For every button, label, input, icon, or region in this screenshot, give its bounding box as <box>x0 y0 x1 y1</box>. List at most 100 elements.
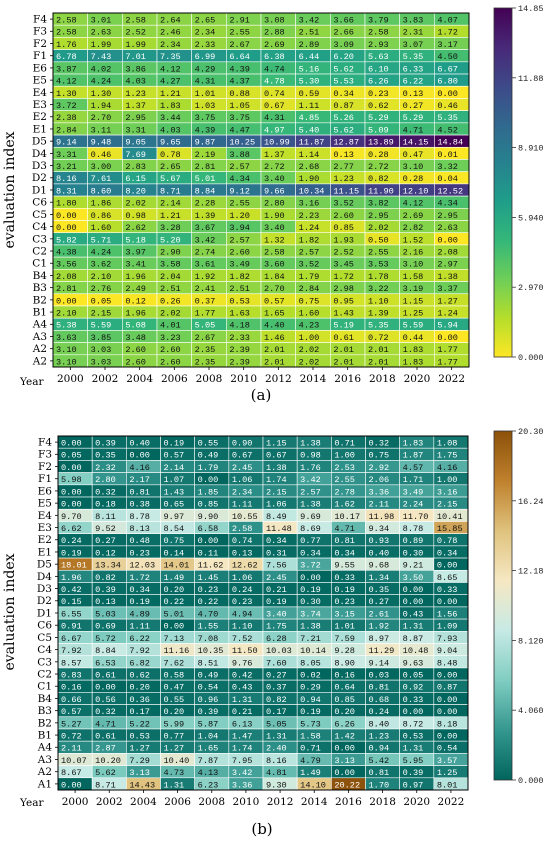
heatmap-cell-label: 2.14 <box>160 199 181 209</box>
heatmap-cell-label: 4.03 <box>125 77 146 87</box>
y-tick-label: C6 <box>37 620 52 632</box>
heatmap-cell-label: 5.35 <box>437 113 458 123</box>
heatmap-cell-label: 0.21 <box>266 585 287 595</box>
heatmap-cell-label: 2.15 <box>266 487 287 497</box>
heatmap-cell-label: 0.00 <box>95 683 116 693</box>
heatmap-cell-label: 0.19 <box>300 585 321 595</box>
heatmap-cell-label: 7.08 <box>198 634 219 644</box>
heatmap-cell-label: 0.00 <box>437 731 458 741</box>
y-tick-label: A1 <box>37 778 52 790</box>
y-tick-label: D4 <box>37 571 52 583</box>
y-tick-label: C4 <box>37 644 52 656</box>
heatmap-cell-label: 0.68 <box>369 695 390 705</box>
y-tick-label: D4 <box>32 148 47 160</box>
heatmap-cell-label: 3.63 <box>56 333 77 343</box>
heatmap-cell-label: 2.02 <box>299 345 320 355</box>
heatmap-cell-label: 0.82 <box>266 695 287 705</box>
heatmap-cell-label: 11.50 <box>232 646 258 656</box>
heatmap-cell-label: 10.41 <box>437 512 463 522</box>
heatmap-cell-label: 0.00 <box>334 744 355 754</box>
heatmap-cell-label: 11.90 <box>368 186 394 196</box>
heatmap-cell-label: 1.72 <box>333 272 354 282</box>
heatmap-cell-label: 4.01 <box>160 321 181 331</box>
heatmap-cell-label: 2.62 <box>125 223 146 233</box>
heatmap-cell-label: 9.69 <box>300 512 321 522</box>
heatmap-cell-label: 11.16 <box>164 646 190 656</box>
heatmap-cell-label: 0.81 <box>334 536 355 546</box>
heatmap-cell-label: 0.35 <box>95 451 116 461</box>
heatmap-cell-label: 4.74 <box>264 64 285 74</box>
heatmap-cell-label: 1.23 <box>333 174 354 184</box>
heatmap-cell-label: 0.33 <box>334 573 355 583</box>
heatmap-cell-label: 5.62 <box>333 125 354 135</box>
heatmap-cell-label: 2.58 <box>125 16 146 26</box>
heatmap-cell-label: 0.33 <box>403 695 424 705</box>
heatmap-cell-label: 1.70 <box>369 780 390 790</box>
heatmap-cell-label: 11.70 <box>403 512 429 522</box>
heatmap-cell-label: 3.08 <box>264 16 285 26</box>
heatmap-cell-label: 7.60 <box>266 658 287 668</box>
heatmap-cell-label: 11.87 <box>299 138 325 148</box>
heatmap-cell-label: 4.29 <box>195 64 216 74</box>
heatmap-cell-label: 0.67 <box>232 451 253 461</box>
heatmap-cell-label: 5.59 <box>403 321 424 331</box>
y-tick-label: E2 <box>38 534 52 546</box>
heatmap-cell-label: 1.15 <box>266 439 287 449</box>
heatmap-cell-label: 0.13 <box>232 548 253 558</box>
heatmap-cell-label: 10.48 <box>403 646 429 656</box>
heatmap-cell-label: 1.76 <box>56 40 77 50</box>
heatmap-cell-label: 2.01 <box>264 345 285 355</box>
heatmap-cell-label: 5.53 <box>333 77 354 87</box>
heatmap-cell-label: 3.01 <box>91 16 112 26</box>
heatmap-cell-label: 11.29 <box>369 646 395 656</box>
heatmap-cell-label: 0.43 <box>403 609 424 619</box>
heatmap-cell-label: 6.44 <box>299 52 320 62</box>
heatmap-cell-label: 1.62 <box>334 500 355 510</box>
heatmap-cell-label: 1.85 <box>198 487 219 497</box>
heatmap-cell-label: 5.01 <box>195 174 216 184</box>
heatmap-cell-label: 0.53 <box>403 731 424 741</box>
heatmap-cell-label: 0.04 <box>437 174 458 184</box>
heatmap-cell-label: 0.43 <box>232 683 253 693</box>
heatmap-cell-label: 3.88 <box>229 150 250 160</box>
heatmap-cell-label: 3.60 <box>264 260 285 270</box>
heatmap-cell-label: 5.18 <box>125 235 146 245</box>
heatmap-cell-label: 2.32 <box>95 463 116 473</box>
heatmap-cell-label: 4.71 <box>403 125 424 135</box>
heatmap-cell-label: 14.43 <box>129 780 155 790</box>
heatmap-cell-label: 0.40 <box>369 548 390 558</box>
heatmap-cell-label: 2.08 <box>437 247 458 257</box>
heatmap-cell-label: 5.01 <box>164 609 185 619</box>
heatmap-cell-label: 4.07 <box>437 16 458 26</box>
heatmap-cell-label: 0.20 <box>129 683 150 693</box>
y-tick-label: F3 <box>38 449 52 461</box>
heatmap-cell-label: 1.21 <box>160 211 181 221</box>
heatmap-cell-label: 5.59 <box>91 321 112 331</box>
heatmap-cell-label: 9.14 <box>369 658 390 668</box>
y-tick-label: D2 <box>32 172 47 184</box>
y-tick-label: C1 <box>37 681 52 693</box>
colorbar-tick-label: 0.000 <box>518 776 544 786</box>
heatmap-cell-label: 0.24 <box>61 536 82 546</box>
heatmap-cell-label: 4.47 <box>229 125 250 135</box>
heatmap-cell-label: 0.81 <box>129 487 150 497</box>
colorbar-tick-label: 5.940 <box>518 213 544 223</box>
heatmap-cell-label: 14.10 <box>300 780 326 790</box>
heatmap-cell-label: 0.12 <box>95 548 116 558</box>
heatmap-cell-label: 0.50 <box>368 235 389 245</box>
heatmap-cell-label: 3.79 <box>368 16 389 26</box>
heatmap-cell-label: 2.78 <box>334 487 355 497</box>
heatmap-cell-label: 0.81 <box>369 683 390 693</box>
heatmap-cell-label: 10.25 <box>229 138 255 148</box>
heatmap-cell-label: 10.14 <box>300 646 326 656</box>
heatmap-cell-label: 0.74 <box>232 536 253 546</box>
heatmap-cell-label: 3.36 <box>369 487 390 497</box>
heatmap-cell-label: 4.18 <box>229 321 250 331</box>
heatmap-cell-label: 0.16 <box>334 670 355 680</box>
heatmap-cell-label: 9.55 <box>334 561 355 571</box>
x-tick-label: 2004 <box>130 796 157 808</box>
heatmap-cell-label: 0.00 <box>403 707 424 717</box>
y-tick-label: B1 <box>33 306 47 318</box>
heatmap-cell-label: 3.22 <box>368 284 389 294</box>
heatmap-cell-label: 6.26 <box>334 719 355 729</box>
